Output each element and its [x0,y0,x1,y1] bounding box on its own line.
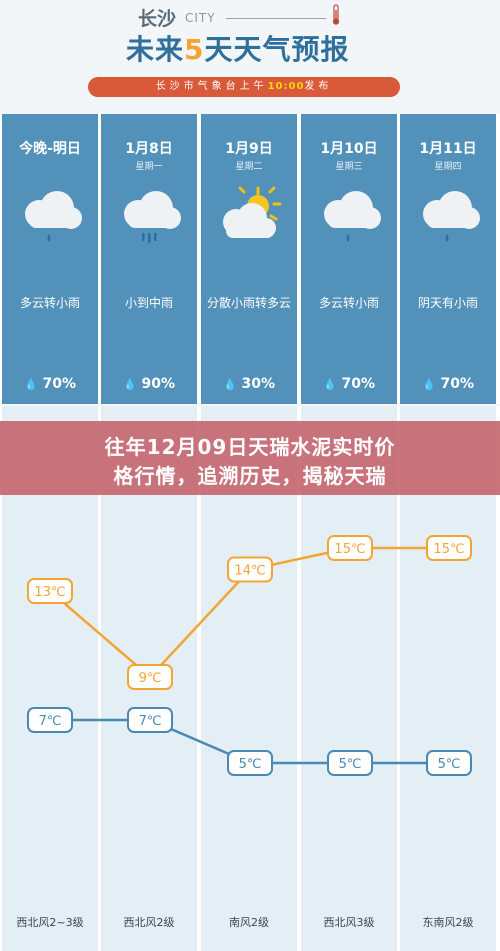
precip-chance: 💧 90% [101,376,197,392]
temp-marker [327,535,373,561]
temp-label: 7℃ [39,714,62,729]
day-date: 1月8日 [125,141,173,157]
day-bottom-column-3: 西北风3级 [301,406,397,951]
day-weekday: 星期一 [135,162,163,172]
temp-label: 15℃ [334,542,365,557]
day-weekday: 星期三 [335,162,363,172]
temp-label: 15℃ [433,542,464,557]
temp-marker [327,750,373,776]
temp-label: 5℃ [239,757,262,772]
day-weekday: 星期四 [434,162,462,172]
precip-chance: 💧 70% [301,376,397,392]
day-column-4: 1月11日 星期四 阴天有小雨 💧 70% [400,114,496,404]
day-condition: 阴天有小雨 [417,296,478,310]
temperature-chart: 13℃ 9℃ 14℃ 15℃ 15℃ 7℃ 7℃ 5℃ 5℃ 5℃ [27,535,472,776]
article-title-line1: 往年12月09日天瑞水泥实时价 [104,435,396,459]
city-en-label: CITY [185,11,216,25]
wind-label: 西北风3级 [323,916,375,929]
headline-number: 5 [184,33,205,66]
temp-label: 13℃ [34,585,65,600]
publish-suffix: 发布 [304,81,333,92]
day-bottom-column-4: 东南风2级 [400,406,496,951]
temp-point: 7℃ [27,707,73,733]
rain-drops-icon: 💧 [421,378,436,391]
precip-value: 70% [42,376,77,392]
temp-point: 13℃ [27,578,73,604]
cloud-heavy-rain-icon [124,191,181,243]
day-date: 1月10日 [320,141,378,157]
temp-marker [426,750,472,776]
wind-label: 东南风2级 [422,916,474,929]
wind-label: 西北风2~3级 [16,916,84,929]
temp-marker [227,750,273,776]
article-title-line2: 格行情，追溯历史，揭秘天瑞 [113,464,387,488]
day-condition: 分散小雨转多云 [206,296,291,310]
headline-part2: 天 [204,33,234,66]
cloud-rain-icon [324,191,381,242]
cloud-rain-icon [25,191,82,242]
temp-point: 5℃ [227,750,273,776]
article-title-banner[interactable]: 往年12月09日天瑞水泥实时价 格行情，追溯历史，揭秘天瑞 [0,421,500,495]
temp-label: 9℃ [139,671,162,686]
publish-time: 10:00 [267,81,305,92]
precip-value: 90% [141,376,176,392]
header-divider [226,18,326,19]
day-weekday: 星期二 [235,162,263,172]
day-bottom-column-0: 西北风2~3级 [2,406,98,951]
precip-value: 70% [341,376,376,392]
temp-point: 9℃ [127,664,173,690]
forecast-bottom-panel: 西北风2~3级 西北风2级 南风2级 西北风3级 东南风2级 [0,406,500,951]
precip-chance: 💧 70% [400,376,496,392]
day-condition: 多云转小雨 [318,296,379,310]
day-date: 1月9日 [225,141,273,157]
rain-drops-icon: 💧 [23,378,38,391]
precip-value: 70% [440,376,475,392]
temp-label: 5℃ [438,757,461,772]
temp-marker [227,556,273,583]
publish-prefix: 长沙市气象台上午 [155,81,268,92]
day-column-1: 1月8日 星期一 小到中雨 💧 90% [101,114,197,404]
header: 长沙 CITY 未来5天天气预报 长沙市气象台上午10:00发布 [0,0,500,108]
temp-marker [127,707,173,733]
rain-drops-icon: 💧 [122,378,137,391]
headline-part3: 天气预报 [233,33,350,66]
forecast-headline: 未来5天天气预报 [126,28,350,68]
city-name: 长沙 [138,8,177,30]
day-column-2: 1月9日 星期二 分散小雨转多云 💧 30% [201,114,297,404]
temp-marker [27,707,73,733]
temp-label: 5℃ [339,757,362,772]
sun-cloud-icon [223,186,282,238]
temp-marker [27,578,73,604]
temp-point: 5℃ [327,750,373,776]
temp-marker [127,664,173,690]
precip-value: 30% [241,376,276,392]
day-bottom-column-2: 南风2级 [201,406,297,951]
rain-drops-icon: 💧 [322,378,337,391]
wind-label: 西北风2级 [123,916,175,929]
temp-label: 14℃ [234,564,265,579]
rain-drops-icon: 💧 [222,378,237,391]
temp-point: 15℃ [327,535,373,561]
temp-point: 14℃ [227,556,273,583]
temp-point: 5℃ [426,750,472,776]
temp-label: 7℃ [139,714,162,729]
day-column-3: 1月10日 星期三 多云转小雨 💧 70% [301,114,397,404]
day-condition: 小到中雨 [124,296,173,310]
cloud-rain-icon [423,191,480,242]
precip-chance: 💧 30% [201,376,297,392]
wind-label: 南风2级 [229,916,269,929]
headline-part1: 未来 [126,33,185,66]
day-date: 1月11日 [419,141,477,157]
publish-bar: 长沙市气象台上午10:00发布 [88,77,400,97]
temp-marker [426,535,472,561]
forecast-top-panel: 今晚-明日 多云转小雨 💧 70% 1月8日 星期一 小到中雨 💧 90% 1月… [0,114,500,404]
temp-point: 7℃ [127,707,173,733]
day-column-0: 今晚-明日 多云转小雨 💧 70% [2,114,98,404]
day-date: 今晚-明日 [19,141,81,157]
temp-point: 15℃ [426,535,472,561]
day-condition: 多云转小雨 [19,296,80,310]
thermometer-icon [332,4,340,25]
precip-chance: 💧 70% [2,376,98,392]
